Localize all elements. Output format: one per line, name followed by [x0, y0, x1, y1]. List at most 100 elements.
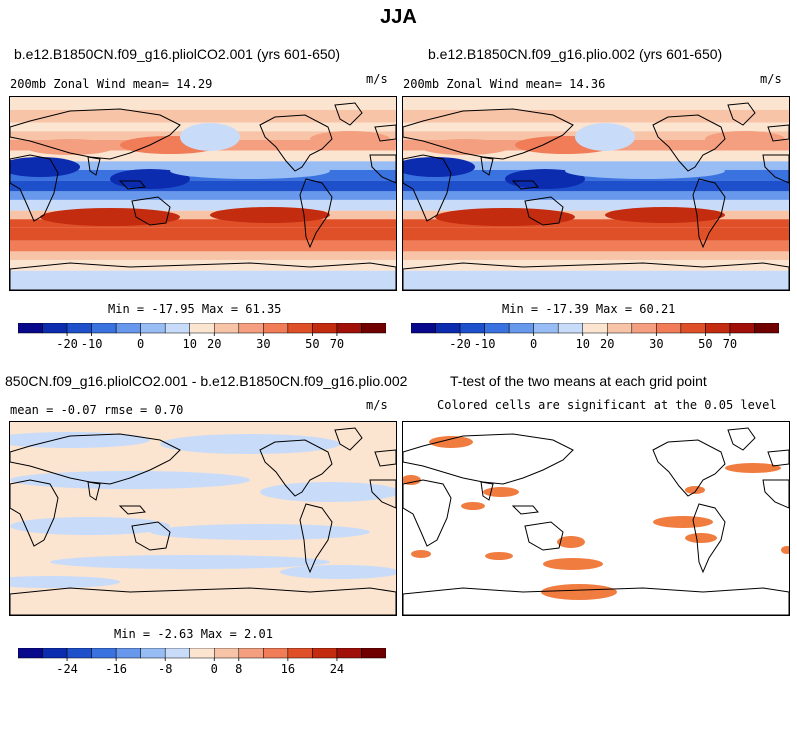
colorbar-cell-3: [484, 322, 510, 334]
wind-feature-3: [505, 169, 585, 189]
wind-band-5: [403, 150, 789, 162]
coastline-7: [480, 481, 494, 501]
colorbar-tick-label-0: -20: [449, 337, 471, 351]
wind-band-1: [403, 109, 789, 123]
colorbar-cell-12: [312, 322, 338, 334]
coastline-8: [118, 180, 146, 190]
colorbar-tick-label-2: 0: [530, 337, 537, 351]
coastline-8: [118, 505, 146, 515]
coastline-2: [692, 503, 726, 574]
wind-band-0: [403, 97, 789, 110]
colorbar-cell-2: [66, 322, 92, 334]
coastline-0: [259, 114, 333, 172]
wind-band-13: [10, 227, 396, 241]
colorbar-tick-label-0: -20: [56, 337, 78, 351]
coastline-1: [334, 102, 363, 126]
panel1-units: m/s: [366, 72, 388, 86]
wind-band-8: [10, 180, 396, 192]
coastline-4: [767, 124, 789, 142]
wind-band-14: [10, 240, 396, 252]
colorbar-cell-0: [17, 647, 43, 659]
wind-feature-6: [605, 207, 725, 223]
wind-feature-0: [420, 139, 510, 155]
colorbar-cell-9: [238, 322, 264, 334]
coastline-7: [87, 481, 101, 501]
diff-negative-region-2: [10, 471, 250, 489]
colorbar-cell-3: [91, 647, 117, 659]
colorbar-cell-8: [214, 647, 240, 659]
colorbar-tick-label-2: 0: [137, 337, 144, 351]
colorbar-cell-8: [214, 322, 240, 334]
wind-feature-6: [210, 207, 330, 223]
coastline-3: [10, 433, 181, 485]
wind-feature-4: [170, 163, 330, 179]
panel2-map: [402, 96, 790, 291]
coastline-2: [299, 178, 333, 249]
wind-feature-7: [575, 123, 635, 151]
coastline-4: [767, 449, 789, 467]
colorbar-tick-label-2: -8: [158, 662, 172, 676]
wind-feature-5: [40, 208, 180, 226]
colorbar-tick-label-3: 10: [576, 337, 590, 351]
colorbar-cell-8: [607, 322, 633, 334]
wind-band-15: [403, 251, 789, 260]
colorbar-cell-6: [164, 322, 190, 334]
panel3-units: m/s: [366, 398, 388, 412]
colorbar-tick-label-7: 70: [330, 337, 344, 351]
coastline-8: [511, 505, 539, 515]
coastline-1: [727, 427, 756, 451]
colorbar-cell-7: [189, 322, 215, 334]
wind-feature-2: [705, 131, 785, 147]
colorbar-cell-12: [312, 647, 338, 659]
coastline-7: [480, 156, 494, 176]
panel3-colorbar: -24 -16 -8 0 8 16 24: [17, 647, 387, 680]
panel2-minmax: Min = -17.39 Max = 60.21: [502, 302, 676, 316]
coastline-1: [727, 102, 756, 126]
wind-band-17: [403, 270, 789, 290]
panel2-colorbar: -20 -10 0 10 20 30 50 70: [410, 322, 780, 355]
wind-band-9: [10, 191, 396, 200]
wind-band-8: [403, 180, 789, 192]
colorbar-cell-4: [115, 322, 141, 334]
panel3-map: [9, 421, 397, 616]
wind-band-5: [10, 150, 396, 162]
colorbar-cell-9: [238, 647, 264, 659]
coastline-5: [403, 479, 452, 547]
diff-negative-region-8: [280, 565, 396, 579]
wind-band-17: [10, 270, 396, 290]
coastline-4: [374, 449, 396, 467]
panel2-variable-label: 200mb Zonal Wind mean= 14.36: [403, 77, 606, 91]
colorbar-tick-label-5: 30: [649, 337, 663, 351]
panel1-colorbar: -20 -10 0 10 20 30 50 70: [17, 322, 387, 355]
wind-feature-0: [25, 139, 115, 155]
diff-negative-region-4: [10, 517, 170, 535]
colorbar-tick-label-1: -10: [474, 337, 496, 351]
colorbar-cell-1: [435, 322, 461, 334]
colorbar-tick-label-6: 24: [330, 662, 344, 676]
diff-negative-region-3: [260, 482, 396, 502]
colorbar-tick-label-4: 8: [235, 662, 242, 676]
colorbar-cell-14: [361, 322, 387, 334]
coastline-0: [652, 439, 726, 497]
wind-band-12: [403, 219, 789, 228]
coastline-1: [334, 427, 363, 451]
colorbar-cell-11: [287, 647, 313, 659]
colorbar-cell-2: [459, 322, 485, 334]
panel3-title: 850CN.f09_g16.pliolCO2.001 - b.e12.B1850…: [5, 373, 408, 389]
wind-band-13: [403, 227, 789, 241]
coastline-0: [652, 114, 726, 172]
diff-negative-region-5: [150, 524, 370, 540]
coastline-9: [131, 521, 171, 551]
wind-band-10: [10, 199, 396, 211]
panel1-title: b.e12.B1850CN.f09_g16.pliolCO2.001 (yrs …: [14, 46, 341, 62]
diff-negative-region-0: [10, 432, 150, 448]
colorbar-cell-5: [140, 322, 166, 334]
panel4-title: T-test of the two means at each grid poi…: [450, 373, 707, 389]
wind-band-16: [403, 259, 789, 271]
colorbar-tick-label-4: 20: [600, 337, 614, 351]
significant-cell-6: [653, 516, 713, 528]
colorbar-tick-label-7: 70: [723, 337, 737, 351]
coastline-10: [10, 262, 396, 290]
coastline-5: [10, 479, 59, 547]
wind-feature-4: [565, 163, 725, 179]
